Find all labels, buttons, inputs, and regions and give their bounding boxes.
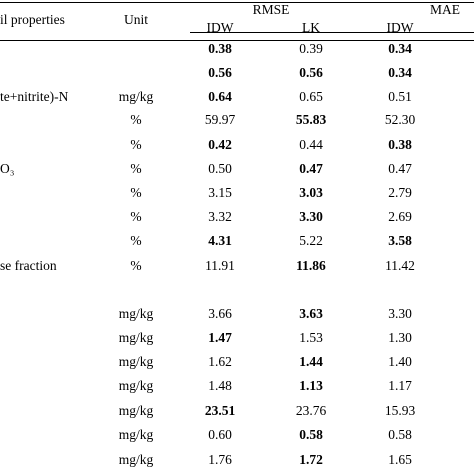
row-rmse-idw-value: 1.47 [208,330,232,345]
row-rmse-idw-value: 3.15 [208,185,232,200]
header-method-idw-rmse: IDW [206,20,234,35]
row-rmse-lk-value: 23.76 [295,403,327,418]
row-rmse-lk-value: 3.03 [299,185,323,200]
row-mae-idw-value: 0.34 [388,41,412,56]
row-rmse-lk-value: 1.72 [299,452,323,467]
header-bottom-rule [0,40,474,42]
row-mae-idw-value: 52.30 [384,112,416,127]
row-rmse-lk-value: 0.44 [299,137,323,152]
header-mae: MAE [430,2,460,17]
row-mae-idw-value: 2.79 [388,185,412,200]
row-rmse-idw-value: 23.51 [204,403,236,418]
row-rmse-idw-value: 1.48 [208,378,232,393]
row-property-label: se fraction [0,258,57,273]
row-rmse-lk-value: 0.58 [299,427,323,442]
row-rmse-idw-value: 0.38 [208,41,232,56]
row-unit: mg/kg [118,403,154,418]
row-mae-idw-value: 1.65 [388,452,412,467]
row-rmse-lk-value: 3.30 [299,209,323,224]
row-rmse-idw-value: 0.56 [208,65,232,80]
header-unit: Unit [123,12,149,27]
row-unit: mg/kg [118,378,154,393]
row-rmse-lk-value: 0.39 [299,41,323,56]
row-unit: mg/kg [118,452,154,467]
row-property-label: te+nitrite)-N [0,89,69,104]
row-rmse-lk-value: 3.63 [299,306,323,321]
row-mae-idw-value: 0.58 [388,427,412,442]
row-mae-idw-value: 2.69 [388,209,412,224]
row-rmse-idw-value: 0.42 [208,137,232,152]
row-mae-idw-value: 0.47 [388,161,412,176]
header-soil-properties: il properties [0,12,65,27]
row-rmse-lk-value: 0.56 [299,65,323,80]
header-rmse: RMSE [252,2,290,17]
row-property-label: O₃ [0,161,15,176]
row-rmse-lk-value: 11.86 [296,258,326,273]
row-unit: mg/kg [118,354,154,369]
row-rmse-idw-value: 0.60 [208,427,232,442]
row-rmse-idw-value: 0.64 [208,89,232,104]
row-rmse-idw-value: 59.97 [204,112,236,127]
row-unit: mg/kg [118,330,154,345]
row-mae-idw-value: 11.42 [385,258,415,273]
row-rmse-lk-value: 0.47 [299,161,323,176]
row-rmse-idw-value: 1.62 [208,354,232,369]
row-unit: % [130,161,142,176]
row-rmse-lk-value: 1.44 [299,354,323,369]
row-mae-idw-value: 0.34 [388,65,412,80]
row-unit: % [130,258,142,273]
row-mae-idw-value: 15.93 [384,403,416,418]
row-unit: mg/kg [118,306,154,321]
row-unit: % [130,185,142,200]
row-unit: % [130,137,142,152]
row-mae-idw-value: 3.58 [388,233,412,248]
row-mae-idw-value: 0.51 [388,89,412,104]
row-rmse-idw-value: 3.66 [208,306,232,321]
header-group-rule [190,32,474,33]
row-mae-idw-value: 0.38 [388,137,412,152]
row-rmse-lk-value: 1.13 [299,378,323,393]
row-mae-idw-value: 1.30 [388,330,412,345]
row-rmse-idw-value: 4.31 [208,233,232,248]
row-unit: % [130,112,142,127]
header-method-idw-mae: IDW [386,20,414,35]
row-unit: % [130,233,142,248]
row-rmse-lk-value: 1.53 [299,330,323,345]
row-rmse-lk-value: 55.83 [295,112,327,127]
row-unit: mg/kg [118,427,154,442]
row-unit: % [130,209,142,224]
row-unit: mg/kg [118,89,154,104]
row-mae-idw-value: 3.30 [388,306,412,321]
row-rmse-lk-value: 0.65 [299,89,323,104]
row-rmse-lk-value: 5.22 [299,233,323,248]
row-rmse-idw-value: 11.91 [205,258,235,273]
row-rmse-idw-value: 3.32 [208,209,232,224]
header-method-lk-rmse: LK [302,20,320,35]
row-rmse-idw-value: 1.76 [208,452,232,467]
row-rmse-idw-value: 0.50 [208,161,232,176]
table-top-rule [0,2,474,3]
row-mae-idw-value: 1.40 [388,354,412,369]
row-mae-idw-value: 1.17 [388,378,412,393]
